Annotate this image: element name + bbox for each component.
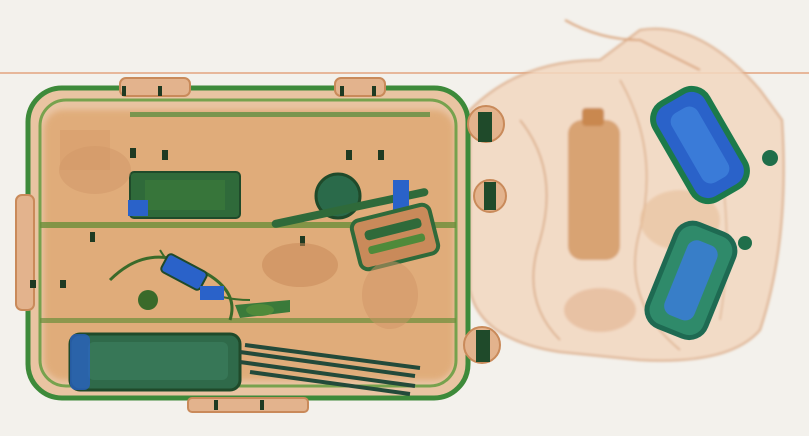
suitcase-contents [59,130,441,396]
scan-line [0,72,809,74]
battery-pack-bottom [644,220,752,341]
battery-pack-top [650,85,778,205]
